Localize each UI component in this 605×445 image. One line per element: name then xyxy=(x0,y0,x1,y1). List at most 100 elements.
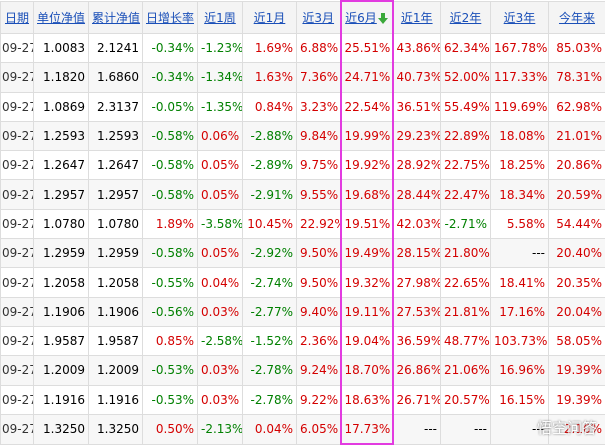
table-cell: 36.51% xyxy=(393,92,441,121)
table-cell: 1.2058 xyxy=(34,268,89,297)
table-cell: 1.2593 xyxy=(34,121,89,150)
table-cell: 26.86% xyxy=(393,356,441,385)
table-cell: 20.40% xyxy=(549,239,605,268)
table-cell: 9.55% xyxy=(297,180,341,209)
table-row: 09-271.07801.07801.89%-3.58%10.45%22.92%… xyxy=(1,209,605,238)
header-text[interactable]: 日增长率 xyxy=(146,11,194,25)
table-cell: 1.9587 xyxy=(34,326,89,355)
header-text[interactable]: 单位净值 xyxy=(37,11,85,25)
table-cell: -2.58% xyxy=(198,326,243,355)
table-cell: 1.2957 xyxy=(34,180,89,209)
table-cell: 52.00% xyxy=(441,63,491,92)
column-header[interactable]: 近1月 xyxy=(243,1,297,34)
table-cell: 119.69% xyxy=(491,92,549,121)
table-cell: 1.9587 xyxy=(89,326,143,355)
column-header[interactable]: 日增长率 xyxy=(143,1,198,34)
column-header[interactable]: 近3月 xyxy=(297,1,341,34)
table-cell: 1.2647 xyxy=(89,151,143,180)
table-cell: 29.23% xyxy=(393,121,441,150)
column-header[interactable]: 累计净值 xyxy=(89,1,143,34)
column-header[interactable]: 近1周 xyxy=(198,1,243,34)
header-text[interactable]: 今年来 xyxy=(559,11,595,25)
table-cell: 21.01% xyxy=(549,121,605,150)
table-cell: 24.71% xyxy=(341,63,393,92)
table-cell: 19.32% xyxy=(341,268,393,297)
table-cell: 20.57% xyxy=(441,385,491,414)
table-cell: 2.3137 xyxy=(89,92,143,121)
table-cell: 19.39% xyxy=(549,385,605,414)
table-cell: 22.89% xyxy=(441,121,491,150)
table-cell: 2.1241 xyxy=(89,34,143,63)
table-cell: 18.25% xyxy=(491,151,549,180)
header-text[interactable]: 近6月 xyxy=(345,11,377,25)
table-cell: 55.49% xyxy=(441,92,491,121)
column-header[interactable]: 近6月 xyxy=(341,1,393,34)
table-cell: 9.40% xyxy=(297,297,341,326)
table-cell: 85.03% xyxy=(549,34,605,63)
table-cell: 09-27 xyxy=(1,151,34,180)
column-header[interactable]: 今年来 xyxy=(549,1,605,34)
column-header[interactable]: 近3年 xyxy=(491,1,549,34)
table-cell: 19.92% xyxy=(341,151,393,180)
header-text[interactable]: 近1月 xyxy=(254,11,286,25)
table-cell: 22.54% xyxy=(341,92,393,121)
table-cell: -1.35% xyxy=(198,92,243,121)
table-cell: -2.92% xyxy=(243,239,297,268)
header-text[interactable]: 近1周 xyxy=(204,11,236,25)
table-cell: 18.08% xyxy=(491,121,549,150)
table-cell: 42.03% xyxy=(393,209,441,238)
table-cell: 1.63% xyxy=(243,63,297,92)
table-cell: --- xyxy=(441,414,491,444)
table-cell: 1.2647 xyxy=(34,151,89,180)
table-cell: 16.96% xyxy=(491,356,549,385)
table-cell: 3.23% xyxy=(297,92,341,121)
table-cell: 9.75% xyxy=(297,151,341,180)
header-text[interactable]: 累计净值 xyxy=(92,11,140,25)
table-cell: 0.06% xyxy=(198,121,243,150)
table-cell: 26.71% xyxy=(393,385,441,414)
column-header[interactable]: 近2年 xyxy=(441,1,491,34)
table-cell: 1.1906 xyxy=(89,297,143,326)
table-cell: 117.33% xyxy=(491,63,549,92)
table-cell: 09-27 xyxy=(1,414,34,444)
watermark: 悟空问答 xyxy=(537,417,597,438)
table-cell: -0.58% xyxy=(143,239,198,268)
table-cell: 43.86% xyxy=(393,34,441,63)
table-cell: 17.16% xyxy=(491,297,549,326)
table-cell: 22.92% xyxy=(297,209,341,238)
table-cell: 1.1916 xyxy=(34,385,89,414)
table-cell: 1.3250 xyxy=(34,414,89,444)
header-text[interactable]: 近3月 xyxy=(302,11,334,25)
table-cell: 19.51% xyxy=(341,209,393,238)
table-cell: 0.05% xyxy=(198,239,243,268)
table-cell: -3.58% xyxy=(198,209,243,238)
table-cell: 1.0780 xyxy=(34,209,89,238)
table-cell: 09-27 xyxy=(1,356,34,385)
table-cell: 58.05% xyxy=(549,326,605,355)
table-cell: 54.44% xyxy=(549,209,605,238)
table-cell: -2.13% xyxy=(198,414,243,444)
table-cell: -0.34% xyxy=(143,63,198,92)
column-header[interactable]: 日期 xyxy=(1,1,34,34)
sort-arrow[interactable] xyxy=(378,13,388,24)
table-cell: 20.59% xyxy=(549,180,605,209)
table-cell: 09-27 xyxy=(1,180,34,209)
table-cell: 09-27 xyxy=(1,239,34,268)
table-cell: 62.34% xyxy=(441,34,491,63)
header-text[interactable]: 近2年 xyxy=(450,11,482,25)
column-header[interactable]: 近1年 xyxy=(393,1,441,34)
table-cell: 0.03% xyxy=(198,385,243,414)
table-cell: 7.36% xyxy=(297,63,341,92)
header-text[interactable]: 近1年 xyxy=(401,11,433,25)
column-header[interactable]: 单位净值 xyxy=(34,1,89,34)
header-text[interactable]: 日期 xyxy=(5,11,29,25)
table-cell: 20.86% xyxy=(549,151,605,180)
header-text[interactable]: 近3年 xyxy=(504,11,536,25)
